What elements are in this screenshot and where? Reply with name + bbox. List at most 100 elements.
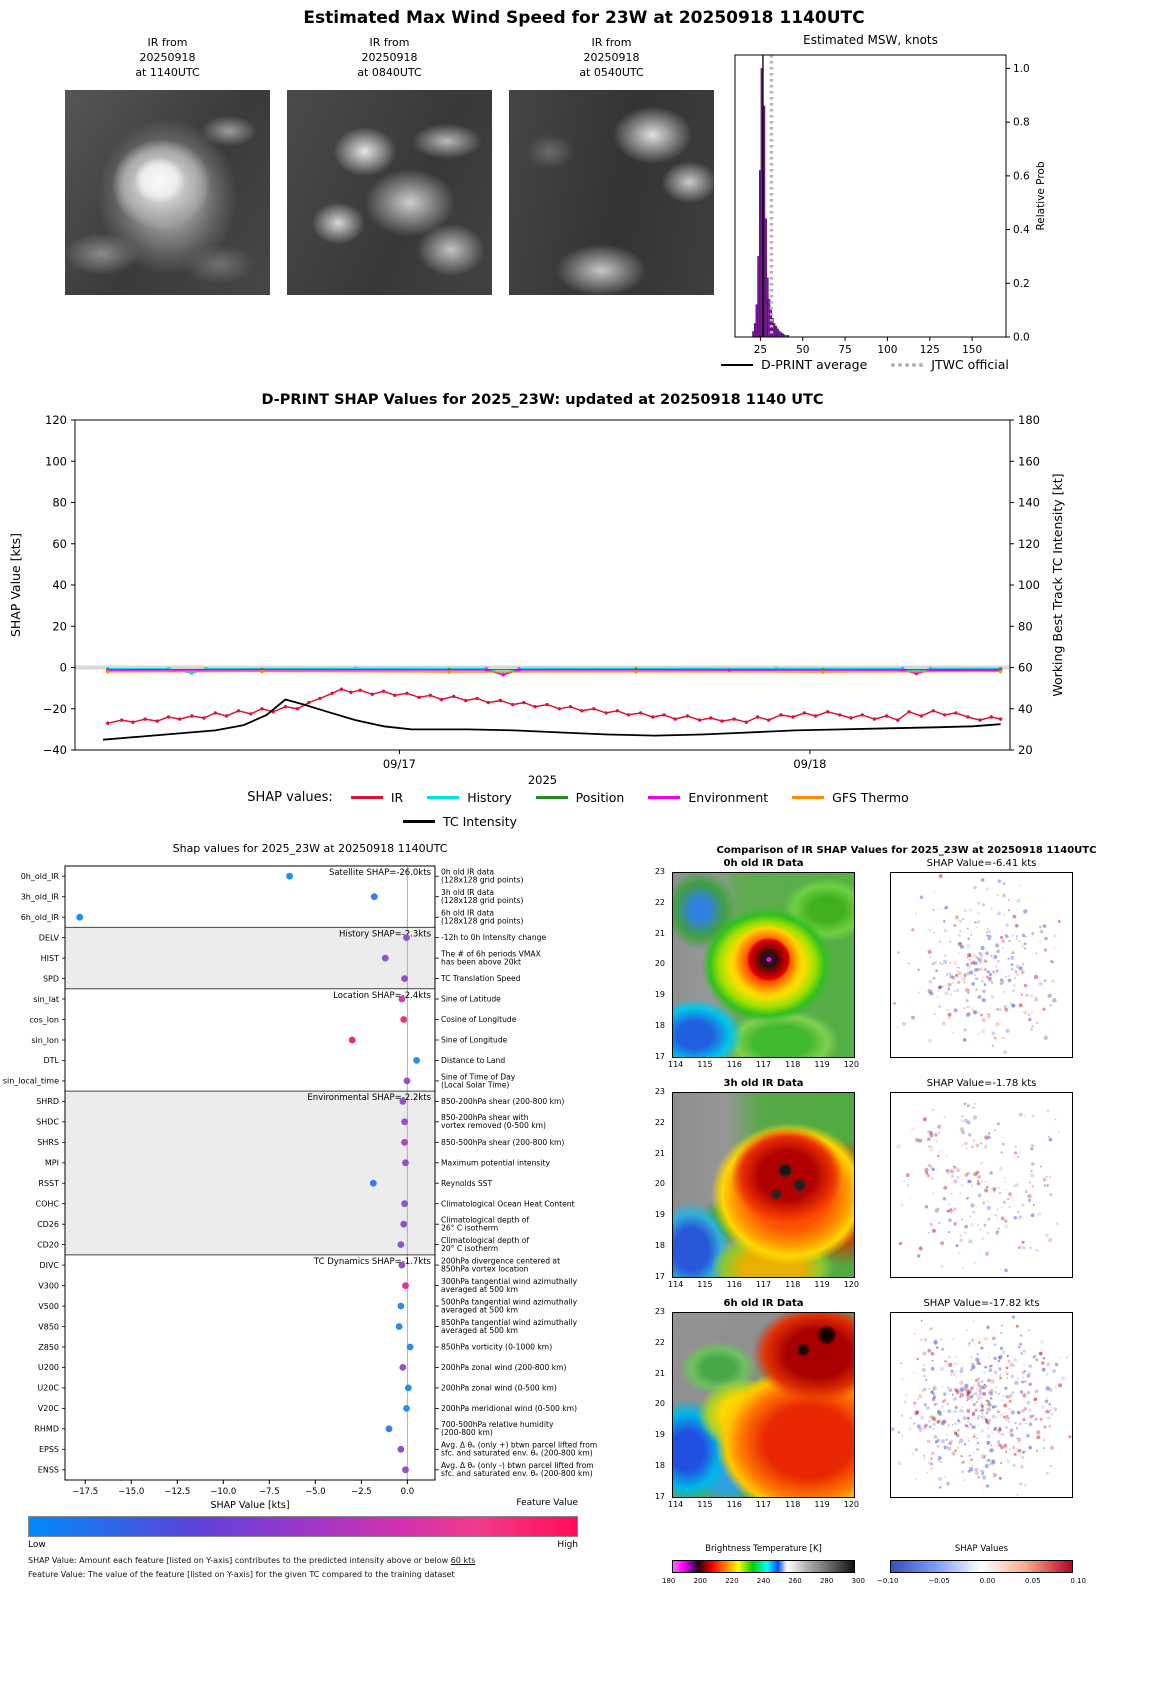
- shap-speckle: [949, 1373, 953, 1376]
- shap-speckle: [1036, 1430, 1041, 1435]
- shap-speckle: [953, 1430, 957, 1433]
- shap-speckle: [1056, 1222, 1059, 1225]
- shap-speckle: [946, 1386, 949, 1389]
- series-marker: [501, 673, 505, 677]
- series-marker: [452, 694, 456, 699]
- shap-speckle: [1048, 1137, 1053, 1142]
- series-marker: [393, 693, 397, 697]
- feature-desc: 850-200hPa shear with: [441, 1113, 529, 1122]
- map-xtick: 117: [755, 1500, 772, 1509]
- shap-speckle: [983, 982, 987, 986]
- shap-speckle: [967, 965, 971, 970]
- shap-speckle: [915, 1448, 918, 1452]
- feature-desc: sfc. and saturated env. θₑ (200-800 km): [441, 1469, 593, 1478]
- shap-speckle: [996, 1216, 999, 1219]
- shap-speckle: [972, 1106, 975, 1109]
- shap-speckle: [955, 1388, 960, 1393]
- shap-speckle: [999, 1354, 1004, 1358]
- shap-speckle: [972, 1392, 975, 1396]
- shap-speckle: [953, 1165, 956, 1168]
- shap-speckle: [922, 1117, 927, 1122]
- shap-speckle: [963, 973, 967, 977]
- shap-speckles-3h: [896, 1102, 1060, 1273]
- feature-xtick: 0.0: [401, 1487, 415, 1497]
- shap-speckle: [1058, 1383, 1063, 1388]
- shap-speckle: [991, 1045, 994, 1047]
- shap-speckle: [989, 1463, 991, 1466]
- shap-speckle: [1001, 1142, 1005, 1146]
- shap-speckle: [927, 1174, 930, 1178]
- shap-speckle: [1012, 1464, 1016, 1467]
- shap-speckle: [948, 1208, 953, 1213]
- shap-speckle: [951, 982, 954, 985]
- feature-dot-RHMD: [385, 1425, 393, 1433]
- shap-speckle: [942, 1419, 947, 1424]
- shap-speckle: [1021, 1370, 1026, 1375]
- shap-speckle: [1007, 1417, 1010, 1419]
- shap-speckle: [956, 1168, 960, 1173]
- ir-satellite-image-0840utc: [287, 90, 492, 295]
- right-ytick: 40: [1018, 702, 1033, 716]
- shap-speckle: [943, 1392, 947, 1396]
- shap-speckle: [1016, 1437, 1018, 1440]
- shap-speckle: [973, 1010, 978, 1015]
- shap-speckle: [1019, 1342, 1022, 1346]
- shap-speckle: [1007, 1407, 1012, 1411]
- histogram-xtick: 150: [962, 344, 982, 356]
- shap-speckle: [1018, 1003, 1023, 1008]
- shap-speckle: [971, 1365, 976, 1370]
- shap-speckle: [960, 1367, 963, 1370]
- feature-label-DIVC: DIVC: [39, 1261, 59, 1270]
- legend-item: IR: [350, 790, 403, 805]
- map-ytick: 19: [654, 1210, 665, 1220]
- shap-speckle: [982, 1203, 986, 1206]
- shap-speckle: [966, 1393, 970, 1396]
- shap-speckle: [1027, 1194, 1032, 1199]
- shap-speckle: [1030, 1028, 1033, 1031]
- shap-speckle: [897, 1461, 902, 1466]
- shap-speckle: [999, 1413, 1004, 1418]
- shap-speckle: [997, 1122, 1000, 1126]
- feature-desc: (128x128 grid points): [441, 917, 523, 926]
- shap-speckle: [1008, 1431, 1012, 1435]
- shap-speckle: [994, 1391, 997, 1394]
- legend-swatch: [427, 796, 460, 799]
- shap-speckle: [933, 1387, 938, 1391]
- series-marker: [791, 715, 795, 719]
- shap-speckle: [979, 1385, 984, 1389]
- shap-speckle: [997, 1428, 1002, 1433]
- shap-speckle: [980, 1407, 985, 1412]
- timeseries-title: D-PRINT SHAP Values for 2025_23W: update…: [261, 392, 823, 408]
- shap-speckle: [958, 1416, 960, 1418]
- shap-speckle: [954, 1407, 957, 1409]
- shap-speckle: [939, 961, 942, 965]
- shap-speckle: [1019, 1482, 1022, 1485]
- shap-speckle: [947, 988, 950, 991]
- group-header: Satellite SHAP=-26.0kts: [329, 868, 432, 878]
- series-marker: [330, 691, 334, 695]
- shap-speckle: [974, 1261, 977, 1264]
- shap-speckle: [968, 1341, 971, 1345]
- ir-label-line: IR from: [369, 36, 410, 49]
- shap-speckle: [944, 906, 948, 910]
- shap-speckle: [1040, 1405, 1045, 1410]
- shap-speckle: [973, 959, 976, 962]
- shap-speckle: [990, 1444, 993, 1447]
- shap-speckle: [976, 1400, 979, 1403]
- map-xaxis-0h: 114 115 116 117 118 119 120: [668, 1060, 859, 1069]
- series-marker: [651, 715, 655, 719]
- series-marker: [260, 669, 264, 674]
- shap-speckle: [1000, 1428, 1002, 1430]
- shap-speckle: [943, 1445, 947, 1450]
- shap-speckle: [933, 931, 936, 934]
- shap-speckle: [932, 1386, 935, 1389]
- shap-speckle: [976, 1467, 980, 1471]
- shap-speckle: [990, 1379, 995, 1384]
- shap-speckle: [981, 1017, 986, 1023]
- map-ytick: 21: [654, 1368, 665, 1378]
- shap-speckle: [948, 1218, 952, 1223]
- shap-speckle: [988, 1418, 991, 1422]
- shap-speckle: [937, 1458, 940, 1462]
- shap-tick: 0.10: [1070, 1577, 1086, 1585]
- shap-speckle: [995, 1022, 1000, 1027]
